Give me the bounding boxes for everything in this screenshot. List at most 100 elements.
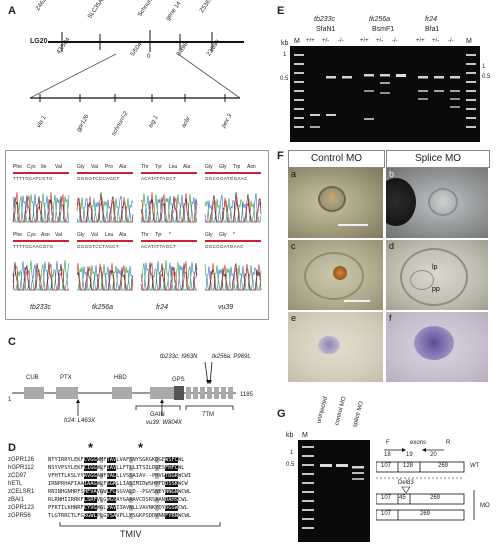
residue: - bbox=[139, 489, 143, 495]
residue: R bbox=[83, 513, 87, 519]
marker-label-g: M bbox=[302, 432, 308, 439]
marker-label-e-right: M bbox=[466, 38, 472, 45]
codon-bar bbox=[141, 172, 197, 174]
residue: L bbox=[64, 473, 68, 479]
bottom-value-3: 0 bbox=[147, 54, 151, 60]
codon-label: Val bbox=[55, 232, 62, 238]
residue: W bbox=[184, 481, 188, 487]
gel-band bbox=[302, 518, 314, 520]
residue: F bbox=[103, 465, 107, 471]
residue: G bbox=[54, 513, 58, 519]
residue: V bbox=[96, 497, 100, 503]
residue: W bbox=[106, 497, 110, 503]
residue: L bbox=[119, 473, 123, 479]
residue: F bbox=[165, 465, 169, 471]
gel-band bbox=[434, 76, 444, 79]
residue: R bbox=[54, 497, 58, 503]
residue: G bbox=[93, 473, 97, 479]
gel-band bbox=[294, 54, 304, 56]
gel-band bbox=[364, 74, 374, 77]
codon-label: Ala bbox=[183, 164, 191, 170]
residue: W bbox=[165, 457, 169, 463]
residue: K bbox=[67, 473, 71, 479]
image-control-ear-c bbox=[288, 240, 383, 310]
tick-g-1: 1 bbox=[290, 450, 294, 456]
exon-19: 19 bbox=[406, 452, 413, 458]
residue: F bbox=[77, 513, 81, 519]
residue: A bbox=[122, 457, 126, 463]
residue: P bbox=[142, 489, 146, 495]
kb-label-g: kb bbox=[286, 432, 294, 439]
residue: R bbox=[171, 513, 175, 519]
codon-bar bbox=[141, 240, 197, 242]
enzyme-bfa1: Bfa1 bbox=[425, 26, 440, 33]
gel-band bbox=[302, 482, 314, 484]
residue: V bbox=[106, 513, 110, 519]
sequence-name: hETL bbox=[8, 481, 23, 487]
gel-band bbox=[294, 126, 304, 128]
residue: M bbox=[113, 481, 117, 487]
residue: S bbox=[126, 473, 130, 479]
residue: K bbox=[152, 457, 156, 463]
residue: D bbox=[168, 473, 172, 479]
chromatogram-trace bbox=[140, 261, 198, 291]
residue: F bbox=[122, 465, 126, 471]
gel-band bbox=[310, 126, 320, 128]
residue: K bbox=[145, 457, 149, 463]
residue: D bbox=[165, 497, 169, 503]
group-tb233c: tb233c bbox=[314, 16, 336, 23]
residue: L bbox=[100, 481, 104, 487]
codon-label: Ala bbox=[119, 164, 127, 170]
codon-bar bbox=[205, 172, 261, 174]
codon-label: Gly bbox=[219, 164, 227, 170]
residue: N bbox=[161, 513, 165, 519]
residue: W bbox=[178, 465, 182, 471]
enzyme-sfan1: SfaN1 bbox=[316, 26, 336, 33]
tm-region-bracket bbox=[59, 522, 221, 527]
chromatogram-trace bbox=[204, 196, 262, 223]
chromatogram-trace bbox=[205, 263, 262, 291]
genotype-label: +/- bbox=[432, 38, 440, 44]
residue: T bbox=[70, 513, 74, 519]
gel-band bbox=[302, 464, 314, 466]
codon-label: Ile bbox=[41, 164, 47, 170]
residue: I bbox=[132, 481, 136, 487]
codon-bar bbox=[13, 172, 69, 174]
residue: A bbox=[158, 497, 162, 503]
residue: D bbox=[158, 505, 162, 511]
residue: N bbox=[174, 513, 178, 519]
residue: N bbox=[74, 505, 78, 511]
enzyme-bsmf1: BsmF1 bbox=[372, 26, 395, 33]
codon-label: Trp bbox=[233, 164, 241, 170]
residue: G bbox=[119, 489, 123, 495]
chromatogram-trace bbox=[140, 192, 198, 223]
gel-band bbox=[302, 509, 314, 511]
deletion-label: Del83 bbox=[398, 480, 414, 486]
residue: L bbox=[113, 473, 117, 479]
residue: P bbox=[61, 465, 65, 471]
residue: H bbox=[168, 465, 172, 471]
gel-band bbox=[466, 90, 476, 92]
codon-label: Asn bbox=[247, 164, 256, 170]
residue: W bbox=[181, 505, 185, 511]
residue: I bbox=[116, 505, 120, 511]
gel-band bbox=[380, 82, 390, 84]
residue: F bbox=[165, 513, 169, 519]
residue: W bbox=[96, 457, 100, 463]
residue: L bbox=[184, 497, 188, 503]
residue: Y bbox=[135, 457, 139, 463]
residue: M bbox=[135, 481, 139, 487]
residue: F bbox=[51, 473, 55, 479]
header-splice-mo: Splice MO bbox=[386, 150, 490, 168]
gel-band bbox=[466, 81, 476, 83]
gel-band bbox=[364, 118, 374, 120]
residue: N bbox=[165, 489, 169, 495]
residue: F bbox=[80, 457, 84, 463]
residue: A bbox=[139, 473, 143, 479]
residue: A bbox=[126, 489, 130, 495]
group-tk256a: tk256a bbox=[369, 16, 391, 23]
residue: M bbox=[100, 457, 104, 463]
sequence-text: GGGGTCCTAGCT bbox=[77, 244, 119, 249]
codon-label: Gly bbox=[205, 164, 213, 170]
gel-band bbox=[418, 98, 428, 100]
